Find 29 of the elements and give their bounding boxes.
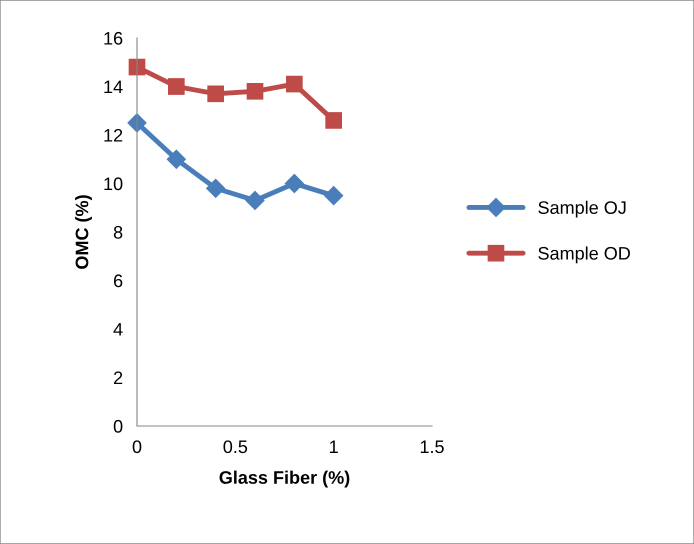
x-tick-label: 1 — [330, 440, 338, 453]
point — [128, 58, 146, 76]
legend-label: Sample OJ — [538, 200, 626, 218]
point — [284, 174, 304, 194]
x-tick-label: 0 — [132, 440, 142, 454]
legend-label: Sample OD — [538, 246, 630, 264]
point — [286, 76, 303, 92]
y-tick-label: 0 — [114, 420, 122, 433]
point — [246, 83, 264, 100]
y-tick-label: 14 — [104, 80, 123, 94]
y-tick-label: 16 — [104, 32, 122, 45]
y-tick-label: 4 — [113, 323, 123, 336]
y-tick-label: 8 — [114, 226, 122, 239]
x-tick-label: 0.5 — [223, 440, 248, 454]
y-tick-label: 10 — [104, 177, 122, 190]
x-tick-label: 1.5 — [420, 440, 444, 454]
y-tick-label: 6 — [114, 274, 122, 288]
point — [324, 186, 344, 206]
point — [166, 150, 186, 169]
y-tick-label: 2 — [114, 371, 122, 384]
point — [206, 178, 226, 198]
x-axis-title: Glass Fiber (%) — [220, 470, 350, 488]
point — [127, 113, 147, 132]
y-axis-title: OMC (%) — [75, 195, 92, 269]
point — [168, 78, 185, 95]
point — [325, 112, 342, 129]
y-tick-label: 12 — [104, 128, 122, 142]
point — [207, 85, 224, 102]
point — [245, 190, 265, 210]
